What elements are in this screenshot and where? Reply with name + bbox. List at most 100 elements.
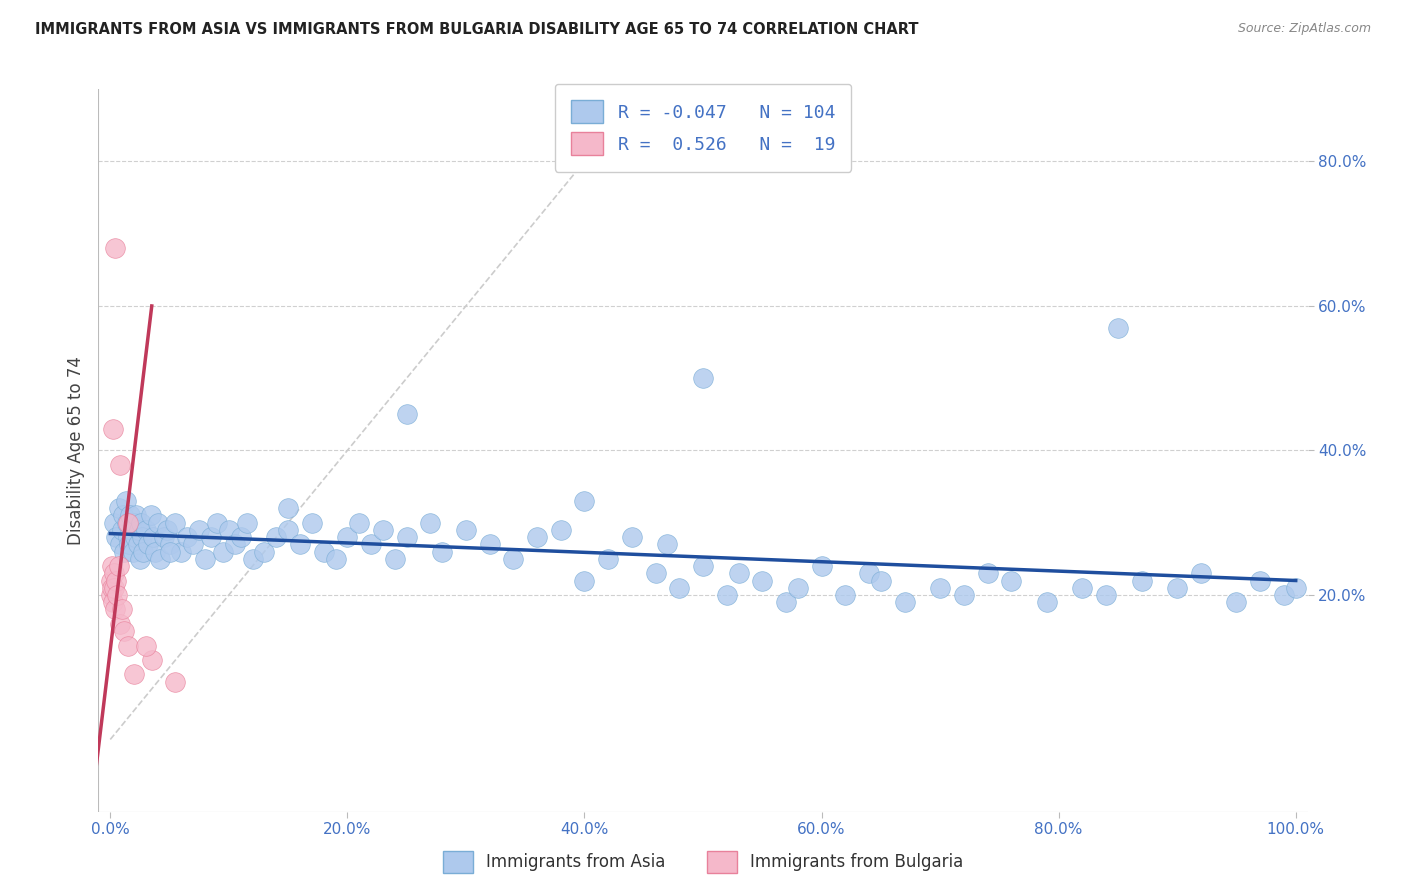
Point <box>100 588 122 602</box>
Point <box>107 559 129 574</box>
Point <box>114 544 136 558</box>
Point <box>550 523 572 537</box>
Point <box>264 530 287 544</box>
Point <box>120 508 142 523</box>
Point <box>1189 566 1212 581</box>
Legend: R = -0.047   N = 104, R =  0.526   N =  19: R = -0.047 N = 104, R = 0.526 N = 19 <box>554 84 852 171</box>
Point <box>205 516 228 530</box>
Point <box>111 602 134 616</box>
Point <box>149 551 172 566</box>
Point <box>1285 581 1308 595</box>
Point <box>105 530 128 544</box>
Point <box>751 574 773 588</box>
Point <box>574 574 596 588</box>
Point <box>229 530 252 544</box>
Point <box>129 551 152 566</box>
Point <box>181 537 204 551</box>
Point <box>692 371 714 385</box>
Point <box>159 544 181 558</box>
Text: Source: ZipAtlas.com: Source: ZipAtlas.com <box>1237 22 1371 36</box>
Point <box>115 516 138 530</box>
Point <box>101 422 124 436</box>
Point <box>122 516 145 530</box>
Point <box>716 588 738 602</box>
Point <box>657 537 679 551</box>
Point <box>100 574 122 588</box>
Point <box>125 508 148 523</box>
Point <box>325 551 347 566</box>
Point <box>135 639 157 653</box>
Point <box>156 523 179 537</box>
Point <box>1272 588 1295 602</box>
Point <box>103 516 125 530</box>
Point <box>103 595 125 609</box>
Point <box>929 581 952 595</box>
Point <box>347 516 370 530</box>
Point <box>107 501 129 516</box>
Point <box>644 566 666 581</box>
Point <box>478 537 501 551</box>
Point <box>224 537 246 551</box>
Point <box>200 530 222 544</box>
Point <box>142 530 165 544</box>
Point <box>143 544 166 558</box>
Point <box>526 530 548 544</box>
Point <box>668 581 690 595</box>
Point <box>104 241 127 255</box>
Point <box>152 530 174 544</box>
Y-axis label: Disability Age 65 to 74: Disability Age 65 to 74 <box>66 356 84 545</box>
Point <box>121 544 143 558</box>
Point <box>1107 320 1129 334</box>
Point <box>170 544 193 558</box>
Point <box>1036 595 1059 609</box>
Point <box>108 616 131 631</box>
Point <box>108 458 131 472</box>
Point <box>146 516 169 530</box>
Point <box>395 407 418 422</box>
Point <box>136 537 159 551</box>
Point <box>1095 588 1118 602</box>
Point <box>384 551 406 566</box>
Point <box>112 508 135 523</box>
Point <box>218 523 240 537</box>
Point <box>312 544 335 558</box>
Point <box>194 551 217 566</box>
Point <box>620 530 643 544</box>
Point <box>124 530 146 544</box>
Point <box>692 559 714 574</box>
Point <box>574 494 596 508</box>
Point <box>117 530 139 544</box>
Point <box>1130 574 1153 588</box>
Point <box>454 523 477 537</box>
Point <box>869 574 891 588</box>
Point <box>277 523 299 537</box>
Point <box>277 501 299 516</box>
Point <box>114 624 136 639</box>
Point <box>419 516 441 530</box>
Point <box>502 551 524 566</box>
Point <box>253 544 276 558</box>
Point <box>786 581 808 595</box>
Point <box>128 523 150 537</box>
Point <box>117 639 139 653</box>
Point <box>103 581 125 595</box>
Point <box>212 544 235 558</box>
Point <box>1071 581 1094 595</box>
Point <box>976 566 998 581</box>
Point <box>101 581 124 595</box>
Point <box>188 523 211 537</box>
Point <box>288 537 311 551</box>
Point <box>176 530 198 544</box>
Point <box>131 530 153 544</box>
Point <box>129 516 152 530</box>
Point <box>105 574 128 588</box>
Legend: Immigrants from Asia, Immigrants from Bulgaria: Immigrants from Asia, Immigrants from Bu… <box>436 845 970 880</box>
Point <box>1166 581 1188 595</box>
Point <box>108 537 131 551</box>
Point <box>360 537 382 551</box>
Point <box>121 523 143 537</box>
Point <box>1000 574 1022 588</box>
Point <box>952 588 974 602</box>
Point <box>132 544 155 558</box>
Point <box>336 530 359 544</box>
